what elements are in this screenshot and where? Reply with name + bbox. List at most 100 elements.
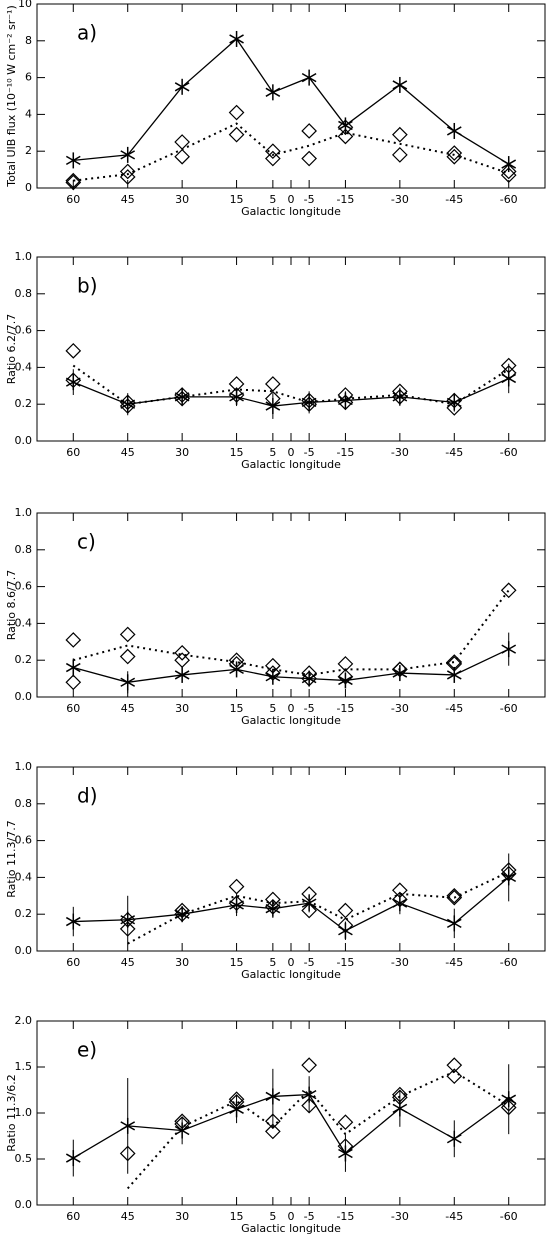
y-tick-label: 0.6 [15, 834, 33, 847]
diamond-marker [392, 882, 408, 899]
y-axis-label: Ratio 11.3/6.2 [5, 1074, 18, 1151]
x-tick-label: -45 [445, 956, 463, 969]
diamond-marker [301, 123, 317, 139]
series-line [73, 589, 510, 676]
y-axis-label: Ratio 8.6/7.7 [5, 570, 18, 640]
diamond-marker [228, 1091, 245, 1108]
panel-label: a) [77, 21, 97, 45]
series-line [73, 37, 510, 165]
diamond-marker [301, 1097, 317, 1114]
diamond-marker [265, 665, 281, 681]
asterisk-marker [338, 672, 353, 689]
x-tick-label: 5 [269, 1210, 276, 1223]
asterisk-marker [229, 30, 244, 47]
asterisk-stroke [392, 668, 408, 678]
panel-label: c) [77, 530, 96, 554]
diamond-marker [119, 911, 136, 928]
asterisk-marker [446, 915, 462, 932]
x-tick-label: -5 [304, 193, 315, 206]
asterisk-stroke [65, 155, 81, 166]
asterisk-stroke [392, 1103, 408, 1114]
diamond-marker [265, 390, 281, 407]
y-tick-label: 1.0 [15, 250, 33, 263]
plot-frame [36, 1020, 546, 1206]
asterisk-stroke [65, 1153, 81, 1163]
panel-label: e) [77, 1038, 97, 1062]
diamond-marker [228, 652, 245, 669]
x-tick-label: 60 [66, 956, 80, 969]
x-tick-label: 0 [288, 956, 295, 969]
plot-frame [36, 256, 546, 442]
asterisk-marker [301, 1086, 317, 1103]
x-tick-label: -30 [391, 956, 409, 969]
x-tick-label: 45 [121, 702, 135, 715]
x-axis-label: Galactic longitude [241, 968, 341, 981]
y-tick-label: 0.8 [15, 543, 33, 556]
asterisk-stroke [229, 392, 244, 402]
x-tick-label: 5 [269, 956, 276, 969]
asterisk-stroke [392, 898, 408, 908]
asterisk-stroke [265, 904, 281, 914]
x-tick-label: 0 [288, 446, 295, 459]
diamond-marker [265, 150, 281, 167]
diamond-marker [500, 865, 517, 882]
asterisk-marker [174, 666, 190, 683]
diamond-marker [301, 150, 317, 167]
diamond-marker [265, 657, 281, 674]
asterisk-marker [392, 76, 408, 93]
x-tick-label: 15 [230, 702, 244, 715]
x-tick-label: 15 [230, 446, 244, 459]
diamond-marker [500, 862, 517, 878]
x-tick-label: -15 [336, 193, 354, 206]
diamond-marker [174, 902, 190, 919]
y-tick-label: 0.6 [15, 580, 33, 593]
asterisk-stroke [446, 918, 462, 929]
x-tick-label: -5 [304, 702, 315, 715]
diamond-marker [119, 648, 136, 665]
diamond-marker [301, 665, 317, 681]
diamond-marker [119, 163, 136, 180]
diamond-marker [228, 104, 245, 121]
y-tick-label: 0.2 [15, 653, 33, 666]
diamond-marker [500, 1095, 517, 1112]
series-line [73, 122, 510, 182]
diamond-marker [65, 172, 82, 189]
diamond-marker [446, 1057, 463, 1074]
asterisk-stroke [338, 120, 353, 131]
asterisk-marker [65, 1150, 81, 1167]
asterisk-stroke [65, 662, 81, 673]
plot-frame [36, 512, 546, 698]
asterisk-marker [392, 1100, 408, 1117]
asterisk-stroke [229, 900, 244, 910]
diamond-marker [337, 128, 354, 145]
diamond-marker [65, 342, 82, 359]
diamond-marker [228, 126, 245, 143]
asterisk-marker [265, 1088, 281, 1105]
diamond-marker [337, 917, 354, 934]
y-tick-label: 0.6 [15, 324, 33, 337]
asterisk-marker [265, 668, 281, 685]
diamond-marker [446, 654, 463, 670]
y-tick-label: 6 [25, 71, 32, 84]
x-tick-label: 30 [175, 702, 189, 715]
diamond-marker [392, 661, 408, 678]
diamond-marker [265, 143, 281, 160]
diamond-marker [174, 1116, 190, 1132]
x-axis-label: Galactic longitude [241, 205, 341, 218]
x-tick-label: -15 [336, 956, 354, 969]
asterisk-stroke [174, 670, 190, 680]
diamond-marker [265, 376, 281, 392]
y-tick-label: 2 [25, 144, 32, 157]
asterisk-stroke [120, 677, 136, 687]
diamond-marker [337, 119, 354, 136]
diamond-marker [446, 889, 463, 906]
diamond-marker [392, 383, 408, 400]
y-tick-label: 10 [18, 0, 32, 10]
diamond-marker [65, 372, 82, 389]
series-line [73, 876, 510, 932]
asterisk-stroke [120, 1121, 136, 1131]
y-axis-label: Ratio 6.2/7.7 [5, 314, 18, 384]
diamond-marker [174, 387, 190, 403]
y-tick-label: 1.5 [15, 1060, 33, 1073]
x-tick-label: 5 [269, 193, 276, 206]
